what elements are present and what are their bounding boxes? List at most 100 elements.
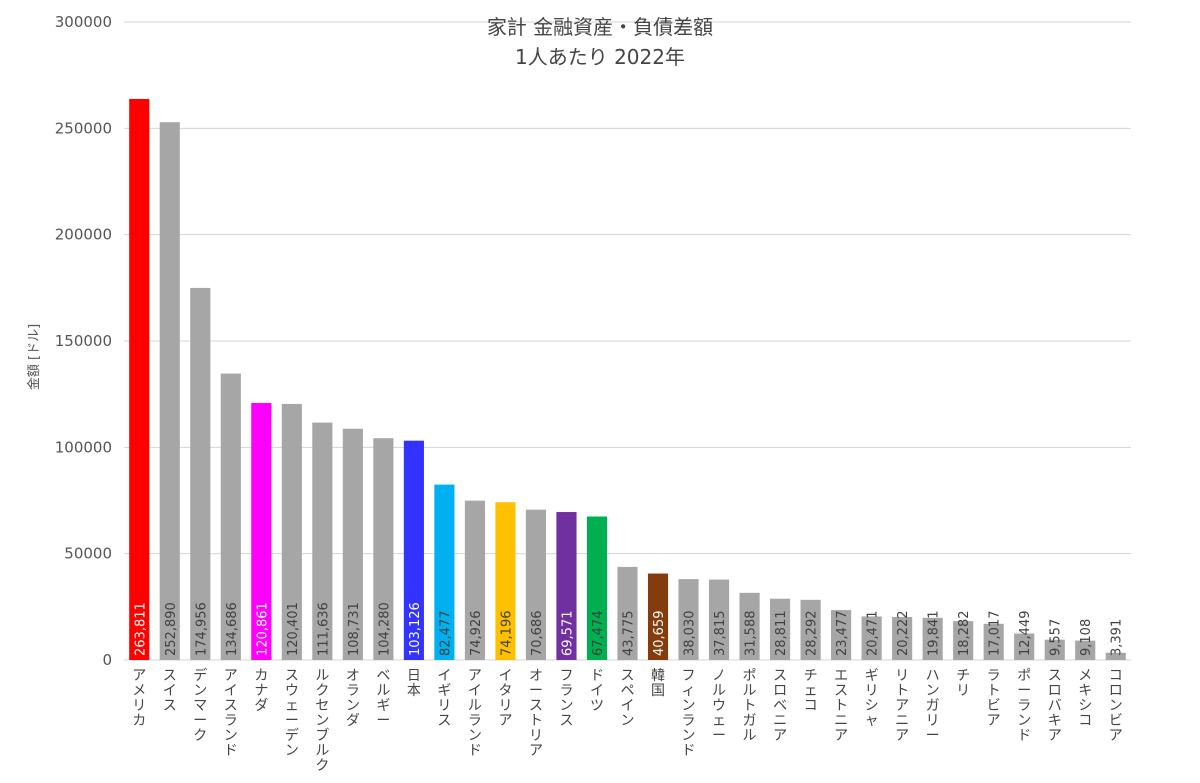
bar (281, 403, 302, 660)
y-tick-label: 50000 (64, 545, 112, 563)
bar-value-label: 23,477 (835, 611, 850, 657)
x-category-label: オランダ (346, 668, 360, 729)
bar-value-label: 20,471 (866, 611, 881, 657)
bar (1105, 652, 1126, 660)
bar-value-label: 20,222 (896, 611, 911, 657)
y-tick-label: 250000 (55, 119, 112, 137)
bar (1044, 639, 1065, 660)
bar (525, 509, 547, 660)
bar (312, 422, 333, 660)
x-category-label: アイルランド (468, 668, 482, 759)
x-category-label: イギリス (437, 668, 451, 729)
bar (190, 287, 211, 660)
y-tick-label: 150000 (55, 332, 112, 350)
x-category-label: デンマーク (193, 667, 207, 744)
x-category-label: ギリシャ (865, 668, 879, 729)
bar-value-label: 70,686 (530, 611, 545, 657)
bar (464, 500, 485, 660)
x-category-label: スロベニア (773, 668, 787, 744)
bar-value-label: 31,588 (744, 611, 759, 657)
bar-value-label: 120,861 (255, 602, 270, 656)
bar-value-label: 9,108 (1079, 619, 1094, 656)
bar (739, 592, 760, 660)
bar (861, 616, 882, 660)
bar (647, 573, 669, 660)
x-category-label: イタリア (498, 668, 512, 729)
bar (220, 373, 241, 660)
x-category-label: フランス (559, 668, 573, 729)
bar-value-label: 17,017 (988, 611, 1003, 657)
bar (495, 502, 516, 660)
x-category-label: ラトビア (987, 668, 1001, 729)
bar-value-label: 74,926 (469, 611, 484, 657)
bar (434, 484, 455, 660)
bar-value-label: 174,956 (194, 602, 209, 656)
bar (556, 512, 577, 660)
x-category-label: アメリカ (132, 668, 146, 729)
bar-value-label: 28,292 (805, 611, 820, 657)
y-axis-label: 金額 [ドル] (26, 324, 42, 390)
bar (1075, 640, 1096, 660)
x-category-label: ベルギー (376, 668, 390, 729)
x-category-label: ポルトガル (743, 668, 757, 744)
x-category-label: アイスランド (224, 668, 238, 759)
bar (129, 98, 150, 661)
bar-value-label: 38,030 (683, 611, 698, 657)
bar-value-label: 9,557 (1049, 619, 1064, 656)
bar-value-label: 12,449 (1018, 611, 1033, 657)
bar (586, 516, 608, 660)
bar-layer (129, 98, 1126, 661)
bar-value-label: 111,636 (316, 602, 331, 656)
bar-value-label: 103,126 (408, 602, 423, 656)
x-category-label: スロバキア (1048, 668, 1062, 744)
x-category-label: ハンガリー (926, 668, 940, 744)
bar (800, 599, 821, 660)
x-category-label: ルクセンブルク (315, 668, 329, 774)
bar-value-label: 263,811 (133, 602, 148, 656)
bar-value-label: 252,890 (164, 602, 179, 656)
bar-value-label: 3,391 (1110, 619, 1125, 656)
x-category-label: フィンランド (682, 668, 696, 759)
bar-value-label: 134,686 (225, 602, 240, 656)
x-category-label: スウェーデン (285, 668, 299, 759)
bar-value-label: 40,659 (652, 611, 667, 657)
y-tick-label: 100000 (55, 438, 112, 456)
bar-value-label: 82,477 (438, 611, 453, 657)
label-layer: 263,811 アメリカ 252,890 スイス 174,956 デンマーク 134,686… (132, 602, 1124, 774)
bar (983, 623, 1004, 660)
bar (678, 579, 699, 660)
bar (922, 617, 943, 660)
chart-title-line-1: 家計 金融資産・負債差額 (487, 15, 713, 39)
bar-value-label: 37,815 (713, 611, 728, 657)
bar (159, 122, 180, 661)
chart-title-line-2: 1人あたり 2022年 (515, 45, 685, 69)
bar (770, 598, 791, 660)
x-category-label: スペイン (621, 668, 635, 729)
x-category-label: コロンビア (1109, 668, 1123, 744)
bar-value-label: 69,571 (560, 611, 575, 657)
x-category-label: 韓国 (651, 668, 665, 699)
y-tick-label: 300000 (55, 13, 112, 31)
bar-value-label: 120,401 (286, 602, 301, 656)
bar (403, 440, 424, 660)
bar-value-label: 43,775 (622, 611, 637, 657)
bar-value-label: 18,282 (957, 611, 972, 657)
bar (1014, 633, 1035, 660)
x-category-label: ドイツ (590, 668, 604, 714)
y-tick-label: 200000 (55, 226, 112, 244)
x-category-label: 日本 (407, 668, 421, 699)
grid-layer: 0 50000 100000 150000 200000 250000 300000 (55, 13, 1131, 669)
x-category-label: リトアニア (895, 668, 909, 744)
x-category-label: カナダ (254, 668, 268, 714)
bar-value-label: 104,280 (377, 602, 392, 656)
bar-value-label: 74,196 (499, 611, 514, 657)
bar (373, 438, 394, 660)
y-tick-label: 0 (102, 651, 112, 669)
bar (953, 621, 974, 660)
x-category-label: メキシコ (1078, 668, 1092, 729)
x-category-label: チェコ (804, 668, 818, 714)
bar (342, 428, 363, 660)
bar-value-label: 19,841 (927, 611, 942, 657)
